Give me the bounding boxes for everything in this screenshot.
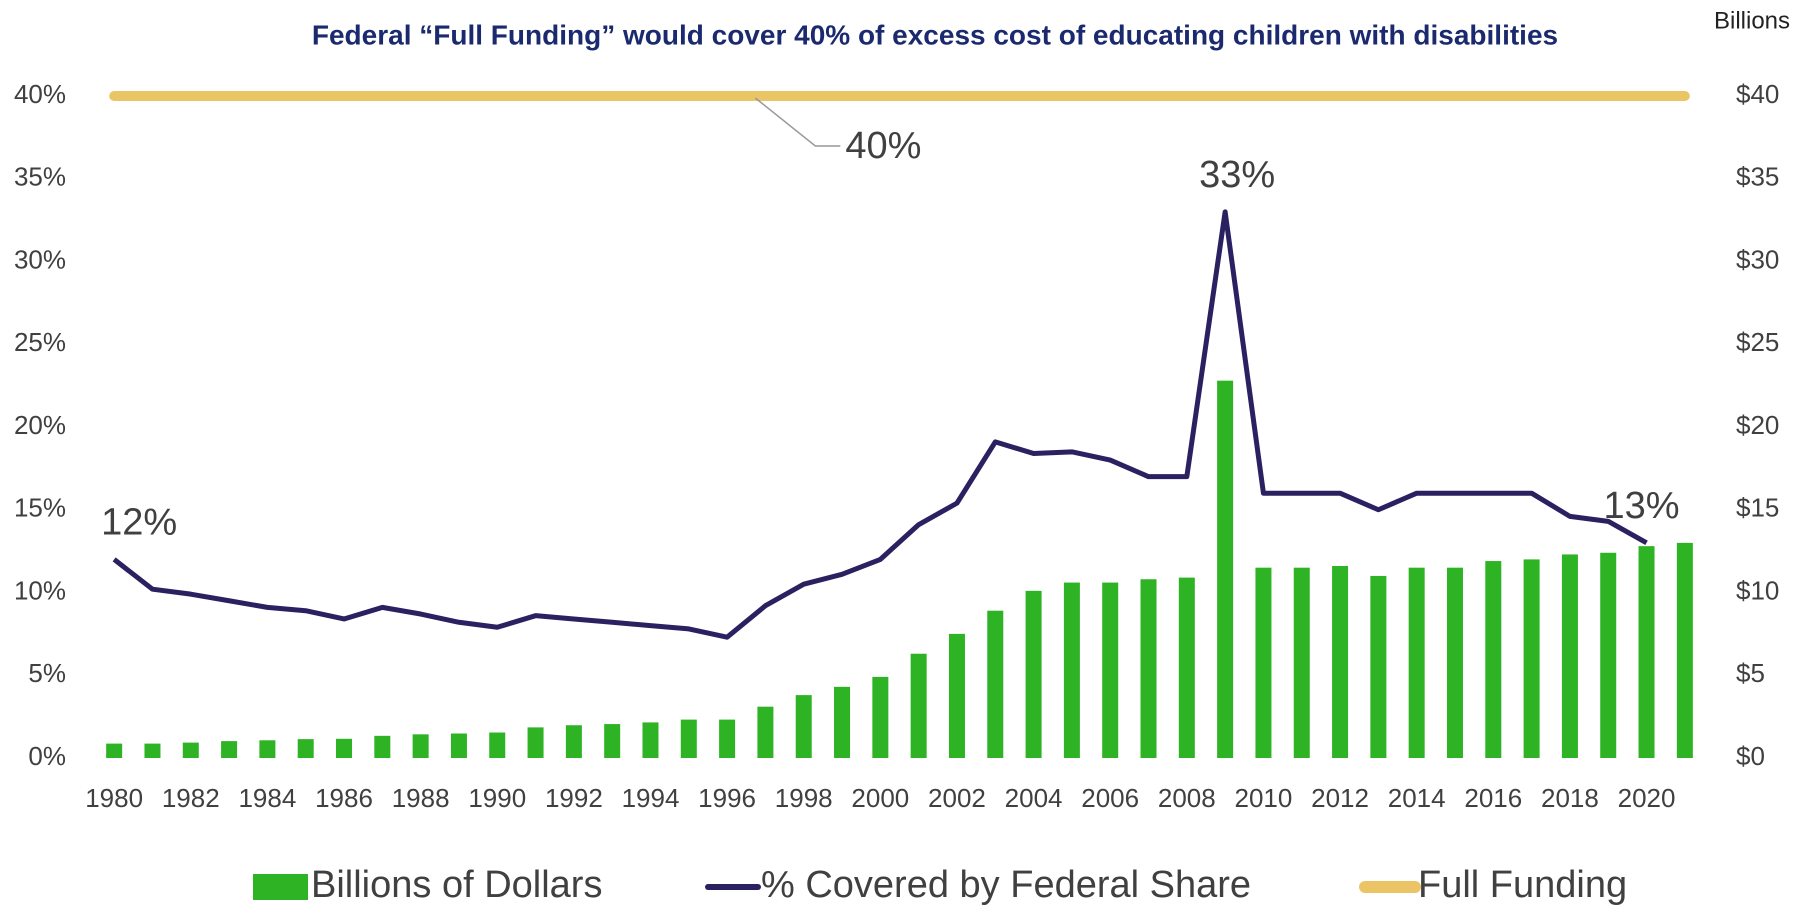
x-tick-label: 2008	[1158, 783, 1216, 813]
x-tick-label: 2012	[1311, 783, 1369, 813]
bar	[1063, 582, 1080, 758]
bar	[680, 719, 697, 758]
bar	[948, 633, 965, 758]
data-label: 40%	[845, 125, 921, 167]
bar	[1676, 542, 1693, 758]
y2-tick-label: $20	[1736, 410, 1779, 440]
x-tick-label: 2004	[1005, 783, 1063, 813]
bar	[450, 733, 467, 758]
bar	[1523, 559, 1540, 758]
bar	[604, 724, 621, 758]
bar	[1255, 567, 1272, 758]
bar	[757, 706, 774, 758]
bar	[1293, 567, 1310, 758]
x-tick-label: 1984	[238, 783, 296, 813]
bar	[565, 725, 582, 758]
bar	[182, 742, 199, 758]
bar	[374, 735, 391, 758]
bar	[872, 676, 889, 758]
x-tick-label: 2020	[1618, 783, 1676, 813]
legend-label: Full Funding	[1418, 864, 1627, 906]
bar	[297, 739, 314, 758]
x-tick-label: 2002	[928, 783, 986, 813]
bar	[1217, 380, 1234, 758]
x-tick-label: 1992	[545, 783, 603, 813]
x-tick-label: 2006	[1081, 783, 1139, 813]
bar	[795, 695, 812, 758]
x-tick-label: 1986	[315, 783, 373, 813]
bar	[489, 732, 506, 758]
x-tick-label: 1998	[775, 783, 833, 813]
data-label: 12%	[101, 501, 177, 543]
x-tick-label: 1988	[392, 783, 450, 813]
y2-axis-label: Billions	[1714, 7, 1790, 34]
bar	[1025, 590, 1042, 758]
y2-tick-label: $25	[1736, 327, 1779, 357]
x-tick-label: 2000	[851, 783, 909, 813]
data-label: 13%	[1604, 485, 1680, 527]
y-tick-label: 30%	[14, 244, 66, 274]
bar	[336, 738, 353, 758]
bar	[1332, 566, 1349, 758]
bar	[527, 727, 544, 758]
x-tick-label: 2014	[1388, 783, 1446, 813]
bar	[144, 743, 161, 758]
x-tick-label: 2018	[1541, 783, 1599, 813]
line	[112, 209, 1648, 640]
x-tick-label: 2010	[1235, 783, 1293, 813]
x-tick-label: 2016	[1464, 783, 1522, 813]
bar	[1178, 577, 1195, 758]
y-tick-label: 10%	[14, 575, 66, 605]
x-tick-label: 1994	[622, 783, 680, 813]
bar	[221, 741, 238, 758]
bar	[987, 610, 1004, 758]
bar	[1102, 582, 1119, 758]
data-label: 33%	[1199, 154, 1275, 196]
bar	[1408, 567, 1425, 758]
bar	[1140, 579, 1157, 758]
x-tick-label: 1990	[468, 783, 526, 813]
y2-tick-label: $0	[1736, 741, 1765, 771]
legend-label: Billions of Dollars	[311, 864, 602, 906]
y2-tick-label: $40	[1736, 79, 1779, 109]
y-tick-label: 35%	[14, 162, 66, 192]
bar	[1446, 567, 1463, 758]
bar	[719, 719, 736, 758]
x-tick-label: 1980	[85, 783, 143, 813]
bar	[642, 722, 659, 758]
bar	[412, 734, 429, 758]
y-tick-label: 20%	[14, 410, 66, 440]
y2-tick-label: $10	[1736, 575, 1779, 605]
bar	[1561, 554, 1578, 758]
x-tick-label: 1996	[698, 783, 756, 813]
y-tick-label: 0%	[28, 741, 66, 771]
bar	[259, 740, 276, 758]
x-tick-label: 1982	[162, 783, 220, 813]
y-tick-label: 15%	[14, 493, 66, 523]
y2-tick-label: $30	[1736, 244, 1779, 274]
legend-swatch	[253, 874, 308, 900]
y-tick-label: 5%	[28, 658, 66, 688]
y2-tick-label: $5	[1736, 658, 1765, 688]
y2-tick-label: $15	[1736, 493, 1779, 523]
bar	[1638, 546, 1655, 758]
leader-line	[754, 97, 841, 147]
bar	[106, 743, 123, 758]
legend-label: % Covered by Federal Share	[761, 864, 1251, 906]
y-tick-label: 25%	[14, 327, 66, 357]
y-tick-label: 40%	[14, 79, 66, 109]
bar	[1600, 552, 1617, 758]
bar	[910, 653, 927, 758]
bar	[1370, 575, 1387, 758]
chart-title: Federal “Full Funding” would cover 40% o…	[312, 19, 1558, 50]
bar	[834, 686, 851, 758]
bar	[1485, 561, 1502, 758]
y2-tick-label: $35	[1736, 162, 1779, 192]
